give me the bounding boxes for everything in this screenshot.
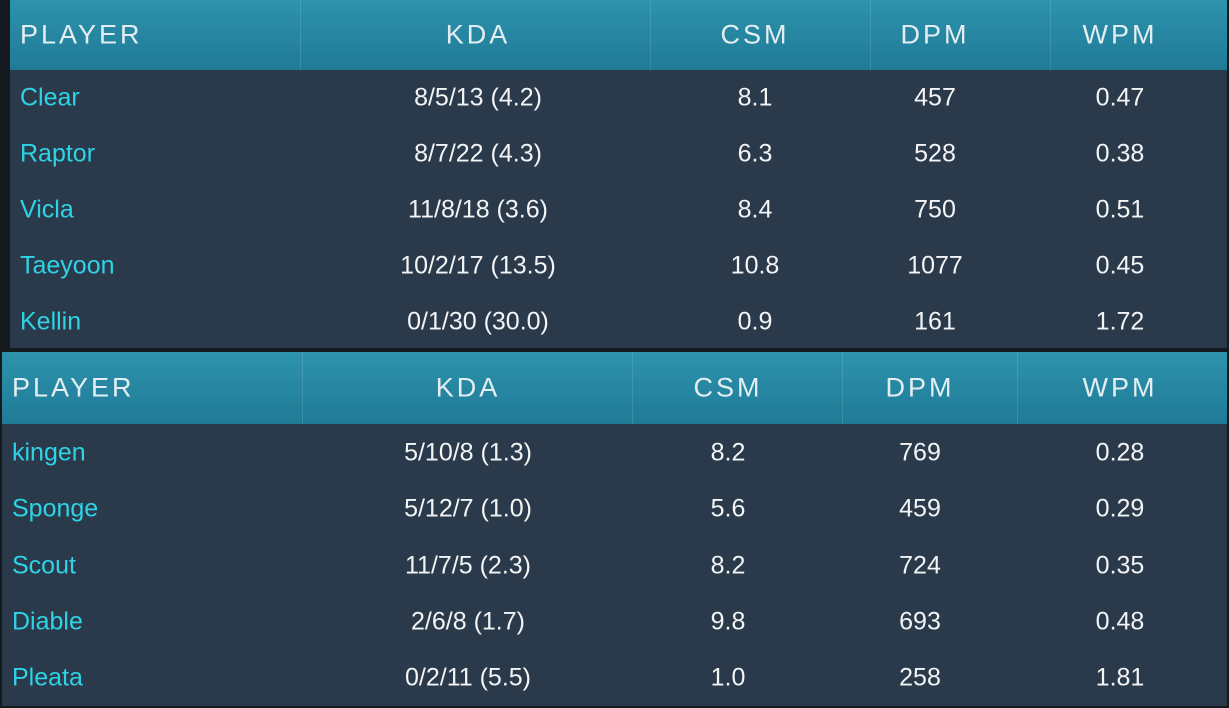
player-name: Kellin [20,307,82,336]
stat-cell: 1077 [907,251,963,280]
stat-cell: 769 [899,438,941,467]
column-header: DPM [885,372,955,403]
stat-cell: 11/8/18 (3.6) [408,195,548,224]
stat-cell: 457 [914,83,956,112]
column-header: DPM [900,19,970,50]
stat-cell: 0.47 [1095,83,1145,112]
stats-table: PLAYER KDA CSM DPM WPM kingen 5/10/8 (1.3) 8.2 7… [2,352,1227,706]
stat-cell: 1.81 [1095,663,1145,692]
player-name: Clear [20,83,80,112]
player-name: Vicla [20,195,74,224]
stat-cell: 8.4 [737,195,773,224]
table-header: PLAYER KDA CSM DPM WPM [10,0,1227,70]
stat-cell: 1.0 [710,663,746,692]
stat-cell: 0.48 [1095,607,1145,636]
stat-cell: 11/7/5 (2.3) [404,551,532,580]
stat-cell: 528 [914,139,956,168]
header-divider [1017,352,1018,424]
stat-cell: 724 [899,551,941,580]
stat-cell: 459 [899,494,941,523]
stat-cell: 8/7/22 (4.3) [414,139,542,168]
stat-cell: 6.3 [737,139,773,168]
player-name: Pleata [12,663,83,692]
stat-cell: 10/2/17 (13.5) [400,251,556,280]
table-header: PLAYER KDA CSM DPM WPM [2,352,1227,424]
stat-cell: 750 [914,195,956,224]
stats-table: PLAYER KDA CSM DPM WPM Clear 8/5/13 (4.2) 8.1 45… [10,0,1227,348]
stat-cell: 0.35 [1095,551,1145,580]
stat-cell: 10.8 [730,251,780,280]
player-name: Scout [12,551,76,580]
stat-cell: 2/6/8 (1.7) [411,607,525,636]
stat-cell: 5/12/7 (1.0) [404,494,532,523]
player-name: Taeyoon [20,251,115,280]
stat-cell: 0.38 [1095,139,1145,168]
header-divider [650,0,651,70]
stat-cell: 0/2/11 (5.5) [404,663,532,692]
stat-cell: 161 [914,307,956,336]
stat-cell: 8.1 [737,83,773,112]
stat-cell: 693 [899,607,941,636]
stat-cell: 5.6 [710,494,746,523]
stat-cell: 8/5/13 (4.2) [414,83,542,112]
column-header: PLAYER [12,372,135,403]
stat-cell: 0.45 [1095,251,1145,280]
column-header: KDA [445,19,511,50]
stat-cell: 1.72 [1095,307,1145,336]
header-divider [302,352,303,424]
stat-cell: 0.51 [1095,195,1145,224]
header-divider [1050,0,1051,70]
stat-cell: 8.2 [710,438,746,467]
stat-cell: 5/10/8 (1.3) [404,438,532,467]
column-header: PLAYER [20,19,143,50]
column-header: KDA [435,372,501,403]
stat-cell: 0.29 [1095,494,1145,523]
header-divider [870,0,871,70]
header-divider [842,352,843,424]
stat-cell: 0/1/30 (30.0) [407,307,549,336]
column-header: CSM [693,372,763,403]
stat-cell: 258 [899,663,941,692]
stat-cell: 0.9 [737,307,773,336]
header-divider [300,0,301,70]
column-header: WPM [1082,19,1158,50]
column-header: CSM [720,19,790,50]
stat-cell: 9.8 [710,607,746,636]
player-name: Raptor [20,139,96,168]
player-name: Diable [12,607,83,636]
stat-cell: 8.2 [710,551,746,580]
column-header: WPM [1082,372,1158,403]
player-name: Sponge [12,494,99,523]
stat-cell: 0.28 [1095,438,1145,467]
player-name: kingen [12,438,86,467]
header-divider [632,352,633,424]
